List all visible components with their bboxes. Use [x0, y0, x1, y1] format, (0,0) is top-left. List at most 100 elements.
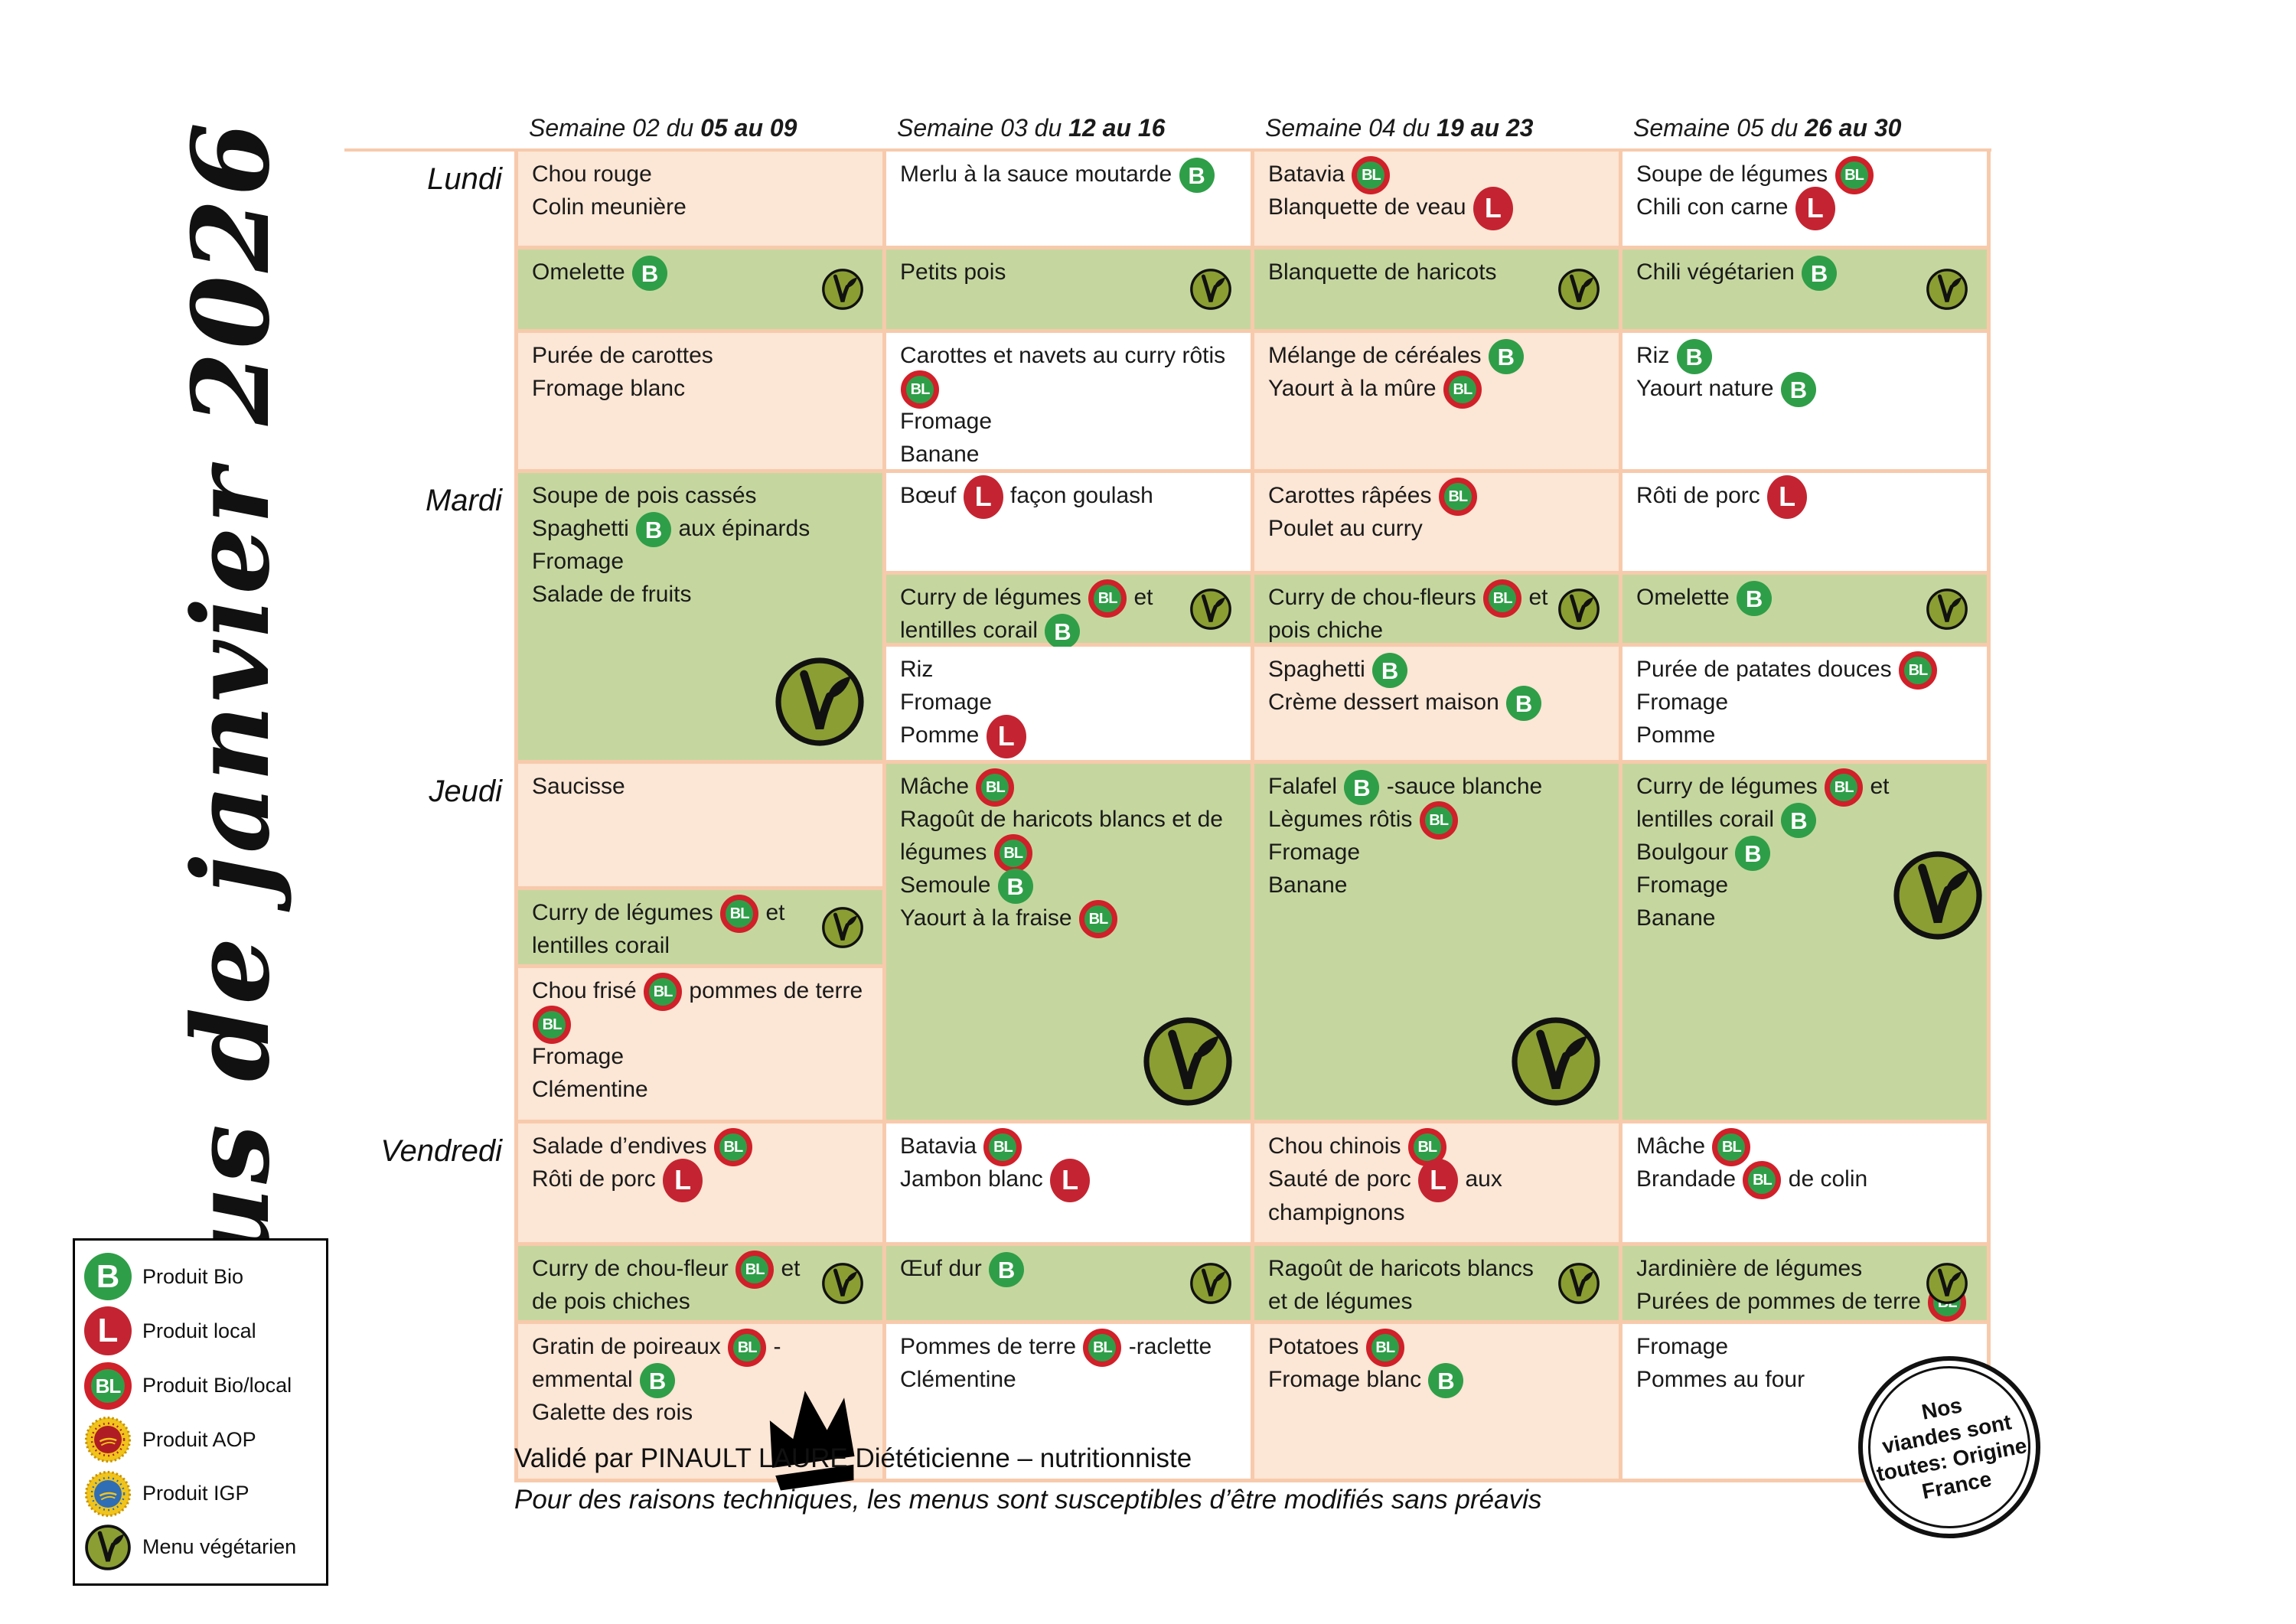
menu-line: Mâche BL: [1636, 1128, 1973, 1167]
menu-line: Fromage: [532, 1040, 869, 1073]
menu-item-text: Fromage: [532, 549, 625, 574]
menu-cell: Ragoût de haricots blancs et de légumes: [1254, 1246, 1619, 1320]
menu-cell: Soupe de pois cassés Spaghetti B aux épin…: [518, 473, 882, 760]
menu-line: Falafel B -sauce blanche: [1268, 770, 1605, 806]
menu-item-text: Omelette: [532, 259, 632, 285]
week-column: Saucisse Curry de légumes BL et lentilles …: [518, 764, 882, 1120]
menu-line: Chou rouge: [532, 158, 869, 191]
legend-item-igp: Produit IGP: [84, 1470, 317, 1518]
menu-item-text: Curry de légumes: [900, 585, 1088, 610]
menu-item-text: Bœuf: [900, 483, 963, 508]
menu-line: Chili végétarien B: [1636, 256, 1923, 292]
week-column: Merlu à la sauce moutarde B Petits pois C…: [886, 152, 1251, 469]
menu-item-text: Yaourt nature: [1636, 376, 1780, 401]
legend-label: Produit local: [142, 1319, 256, 1342]
vegetarian-leaf-icon: [1190, 1262, 1231, 1304]
bio-local-badge: BL: [720, 895, 759, 934]
menu-line: Rôti de porc L: [1636, 474, 1973, 519]
menu-line: Pommes au four: [1636, 1363, 1973, 1396]
menu-line: Pomme: [1636, 719, 1973, 752]
menu-line: Spaghetti B aux épinards: [532, 512, 869, 548]
menu-cell: Carottes râpées BL Poulet au curry: [1254, 473, 1619, 571]
menu-line: Riz: [900, 653, 1237, 686]
menu-line: lentilles corail: [532, 929, 818, 962]
menu-item-text: -sauce blanche: [1380, 774, 1543, 799]
menu-line: Blanquette de haricots: [1268, 256, 1554, 289]
menu-line: Purée de patates douces BL: [1636, 651, 1973, 690]
menu-line: Rôti de porc L: [532, 1158, 869, 1202]
legend-item-aop: Produit AOP: [84, 1416, 317, 1463]
legend-item-vegetarian: Menu végétarien: [84, 1524, 317, 1571]
legend-label: Produit IGP: [142, 1482, 249, 1505]
vegetarian-leaf-icon: [1558, 269, 1600, 310]
menu-item-text: Pommes de terre: [900, 1334, 1083, 1359]
menu-item-text: Potatoes: [1268, 1334, 1365, 1359]
menu-line: Curry de légumes BL et: [532, 895, 818, 934]
bio-local-badge: BL: [1438, 478, 1477, 517]
menu-item-text: Petits pois: [900, 259, 1006, 285]
bio-badge: B: [1780, 372, 1816, 408]
menu-item-text: Salade d’endives: [532, 1133, 713, 1159]
vegetarian-leaf-icon: [85, 1525, 131, 1570]
bio-badge: B: [997, 869, 1033, 905]
menu-item-text: Galette des rois: [532, 1400, 693, 1425]
menu-item-text: Jardinière de légumes: [1636, 1256, 1863, 1281]
menu-line: Petits pois: [900, 256, 1186, 289]
menu-item-text: Chou frisé: [532, 978, 644, 1003]
menu-item-text: Clémentine: [900, 1367, 1016, 1392]
week-column: Carottes râpées BL Poulet au curry Curry d…: [1254, 473, 1619, 760]
week-column: Mâche BL Brandade BL de colin Jardinière d…: [1623, 1123, 1987, 1479]
menu-line: Soupe de légumes BL: [1636, 156, 1973, 195]
menu-cell: Mélange de céréales B Yaourt à la mûre BL: [1254, 333, 1619, 469]
menu-item-text: -: [767, 1334, 781, 1359]
menu-line: Fromage blanc: [532, 372, 869, 405]
menu-item-text: Pommes au four: [1636, 1367, 1805, 1392]
menu-cell: Batavia BL Jambon blanc L: [886, 1123, 1251, 1242]
legend-label: Produit AOP: [142, 1427, 256, 1451]
stamp-text: toutes: Origine: [1874, 1433, 2029, 1486]
menu-item-text: Yaourt à la mûre: [1268, 376, 1443, 401]
menu-cell: Salade d’endives BL Rôti de porc L: [518, 1123, 882, 1242]
day-menu-cells: Salade d’endives BL Rôti de porc L Curry d…: [514, 1123, 1991, 1491]
menu-item-text: Curry de légumes: [1636, 774, 1825, 799]
menu-cell: Petits pois: [886, 249, 1251, 329]
bio-local-badge: BL: [1898, 651, 1937, 690]
menu-cell: Batavia BL Blanquette de veau L: [1254, 152, 1619, 246]
menu-item-text: Banane: [1268, 872, 1348, 898]
menu-line: de pois chiches: [532, 1285, 818, 1318]
day-label: Lundi: [427, 162, 502, 196]
bio-local-badge: BL: [1835, 156, 1874, 195]
bio-local-badge: BL: [1352, 156, 1391, 195]
menu-line: Batavia BL: [1268, 156, 1605, 195]
menu-line: Saucisse: [532, 770, 869, 803]
bio-local-badge: BL: [1088, 579, 1127, 618]
menu-item-text: Fromage: [532, 1044, 625, 1069]
week-column: Salade d’endives BL Rôti de porc L Curry d…: [518, 1123, 882, 1491]
footer: Validé par PINAULT LAURE Diététicienne –…: [514, 1443, 1541, 1515]
week-prefix: Semaine 05 du: [1633, 114, 1805, 142]
local-badge: L: [663, 1158, 703, 1202]
menu-line: Potatoes BL: [1268, 1329, 1605, 1368]
menu-line: Curry de légumes BL et: [1636, 768, 1973, 807]
local-badge: L: [986, 714, 1026, 758]
menu-item-text: Soupe de pois cassés: [532, 483, 757, 508]
menu-cell: Gratin de poireaux BL - emmental B Galette…: [518, 1324, 882, 1491]
menu-line: Jardinière de légumes: [1636, 1252, 1923, 1285]
vegetarian-leaf-icon: [822, 269, 863, 310]
menu-line: Gratin de poireaux BL -: [532, 1329, 869, 1368]
menu-line: Fromage: [1268, 836, 1605, 869]
week-prefix: Semaine 04 du: [1265, 114, 1437, 142]
local-badge: L: [1795, 186, 1835, 230]
menu-line: Fromage: [900, 686, 1237, 719]
menu-cell: Soupe de légumes BL Chili con carne L: [1623, 152, 1987, 246]
aop-medal-icon: [84, 1417, 132, 1463]
week-dates: 26 au 30: [1805, 114, 1902, 142]
menu-item-text: Merlu à la sauce moutarde: [900, 161, 1179, 187]
menu-line: Omelette B: [1636, 581, 1923, 617]
bio-badge: B: [1344, 770, 1380, 806]
day-label: Vendredi: [380, 1134, 502, 1168]
menu-line: Mélange de céréales B: [1268, 339, 1605, 375]
menu-item-text: Fromage: [1636, 1334, 1729, 1359]
day-row-jeudi: Jeudi Saucisse Curry de légumes BL et lenti…: [344, 764, 1991, 1123]
